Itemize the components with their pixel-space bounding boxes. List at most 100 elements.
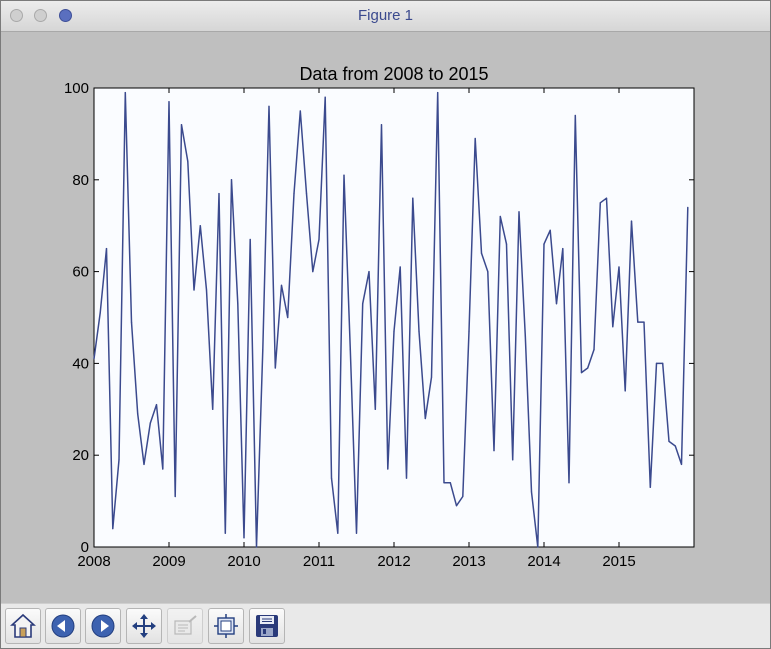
y-tick-label: 80 [72,172,89,189]
data-point [512,459,514,461]
data-point [599,202,601,204]
data-point [287,316,289,319]
subplots-button[interactable] [208,608,244,644]
data-point [249,238,251,241]
data-point [118,459,120,461]
data-point [168,101,170,103]
x-tick-label: 2008 [77,553,110,570]
data-point [299,110,301,112]
line-chart: Data from 2008 to 2015 2008 2009 2010 2011 2… [64,64,695,570]
data-point [562,248,564,250]
data-point [443,482,445,484]
data-point [187,160,189,162]
x-tick-label: 2013 [452,553,485,570]
data-point [499,215,501,218]
figure-canvas[interactable]: Data from 2008 to 2015 2008 2009 2010 2011 2… [1,32,770,603]
data-point [205,289,208,291]
data-point [618,266,620,268]
data-point [149,422,151,424]
data-point [243,537,245,539]
data-point [637,321,639,323]
data-point [668,440,670,442]
back-button[interactable] [45,608,81,644]
x-tick-label: 2012 [377,553,410,570]
data-point [124,92,126,94]
data-point [349,349,351,351]
data-point [355,532,358,534]
data-point [587,367,589,369]
plot-area [93,87,695,548]
y-tick-label: 40 [72,355,89,372]
data-point [312,271,314,273]
chart-title: Data from 2008 to 2015 [299,64,488,84]
data-point [518,211,520,213]
data-point [374,408,376,410]
window-titlebar[interactable]: Figure 1 [1,1,770,32]
x-tick-label: 2009 [152,553,185,570]
data-point [318,238,320,241]
data-point [274,367,276,369]
data-point [474,137,476,140]
data-point [212,408,214,410]
data-point [437,92,439,94]
data-point [493,450,495,452]
data-point [237,303,239,305]
data-point [224,532,226,534]
data-point [343,174,345,176]
minimize-window-button[interactable] [34,9,47,22]
data-point [230,179,233,181]
data-point [449,482,451,484]
data-point [674,445,676,447]
arrow-left-icon [51,614,75,638]
data-point [112,528,114,530]
forward-button[interactable] [85,608,121,644]
data-point [174,495,176,498]
data-point [537,546,539,548]
data-point [387,468,389,470]
data-point [337,532,339,534]
data-point [262,349,264,351]
data-point [593,349,595,351]
data-point [505,243,508,245]
data-point [605,197,608,199]
data-point [305,193,308,195]
data-point [624,390,626,392]
x-tick-label: 2014 [527,553,560,570]
zoom-button[interactable] [167,608,203,644]
data-point [330,477,333,479]
home-button[interactable] [5,608,41,644]
data-point [137,413,139,415]
y-tick-label: 100 [64,80,89,97]
close-window-button[interactable] [10,9,23,22]
x-tick-label: 2011 [303,553,335,570]
data-point [393,330,395,332]
pan-button[interactable] [126,608,162,644]
data-point [293,193,295,195]
data-point [430,376,433,378]
data-point [362,303,364,305]
data-point [143,463,145,465]
data-point [524,335,526,337]
data-point [612,326,614,328]
data-point [368,271,370,273]
data-point [462,495,464,498]
data-point [630,220,633,222]
data-point [574,114,576,117]
data-point [568,482,570,484]
data-point [130,321,133,323]
data-point [162,468,164,470]
zoom-rect-icon [174,615,197,635]
data-point [99,312,101,314]
data-point [655,362,658,364]
navigation-toolbar [1,603,770,648]
move-arrows-icon [132,614,156,638]
data-point [530,491,533,493]
data-point [155,404,158,406]
data-point [549,229,551,231]
window-title: Figure 1 [357,7,414,24]
save-button[interactable] [249,608,285,644]
zoom-window-button[interactable] [59,9,72,22]
axis-ticks: 2008 2009 2010 2011 2012 2013 2014 2015 0 20 40 60 8… [64,80,694,570]
data-point [105,248,108,250]
